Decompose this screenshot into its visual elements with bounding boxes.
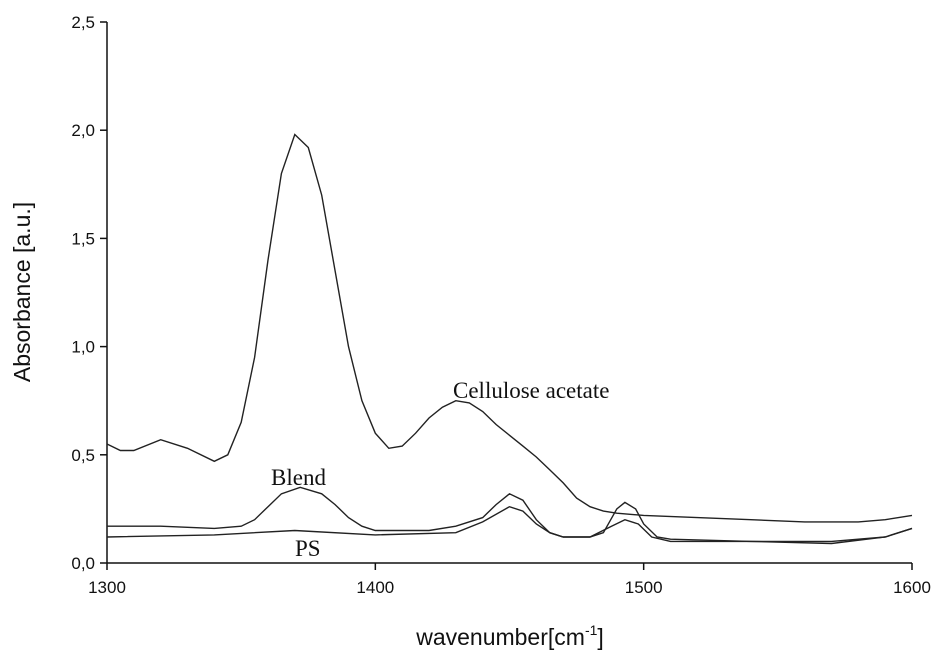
x-tick-label: 1400 <box>356 578 394 597</box>
y-tick-label: 0,5 <box>71 446 95 465</box>
y-tick-label: 1,0 <box>71 338 95 357</box>
x-label-suffix: ] <box>597 624 603 650</box>
y-tick-label: 1,5 <box>71 229 95 248</box>
x-label-text: wavenumber[cm <box>415 624 585 650</box>
series-annotation: Cellulose acetate <box>453 378 609 403</box>
y-tick-label: 0,0 <box>71 554 95 573</box>
x-tick-label: 1600 <box>893 578 931 597</box>
series-annotation: Blend <box>271 465 326 490</box>
y-tick-label: 2,0 <box>71 121 95 140</box>
series-line <box>107 486 913 543</box>
x-tick-label: 1300 <box>88 578 126 597</box>
y-axis-title: Absorbance [a.u.] <box>9 202 35 382</box>
x-axis-title: wavenumber[cm-1] <box>415 622 604 650</box>
series-annotation: PS <box>295 536 321 561</box>
y-tick-label: 2,5 <box>71 13 95 32</box>
x-label-superscript: -1 <box>585 622 598 638</box>
x-tick-label: 1500 <box>625 578 663 597</box>
series-line <box>106 133 913 523</box>
series-line <box>106 505 913 545</box>
